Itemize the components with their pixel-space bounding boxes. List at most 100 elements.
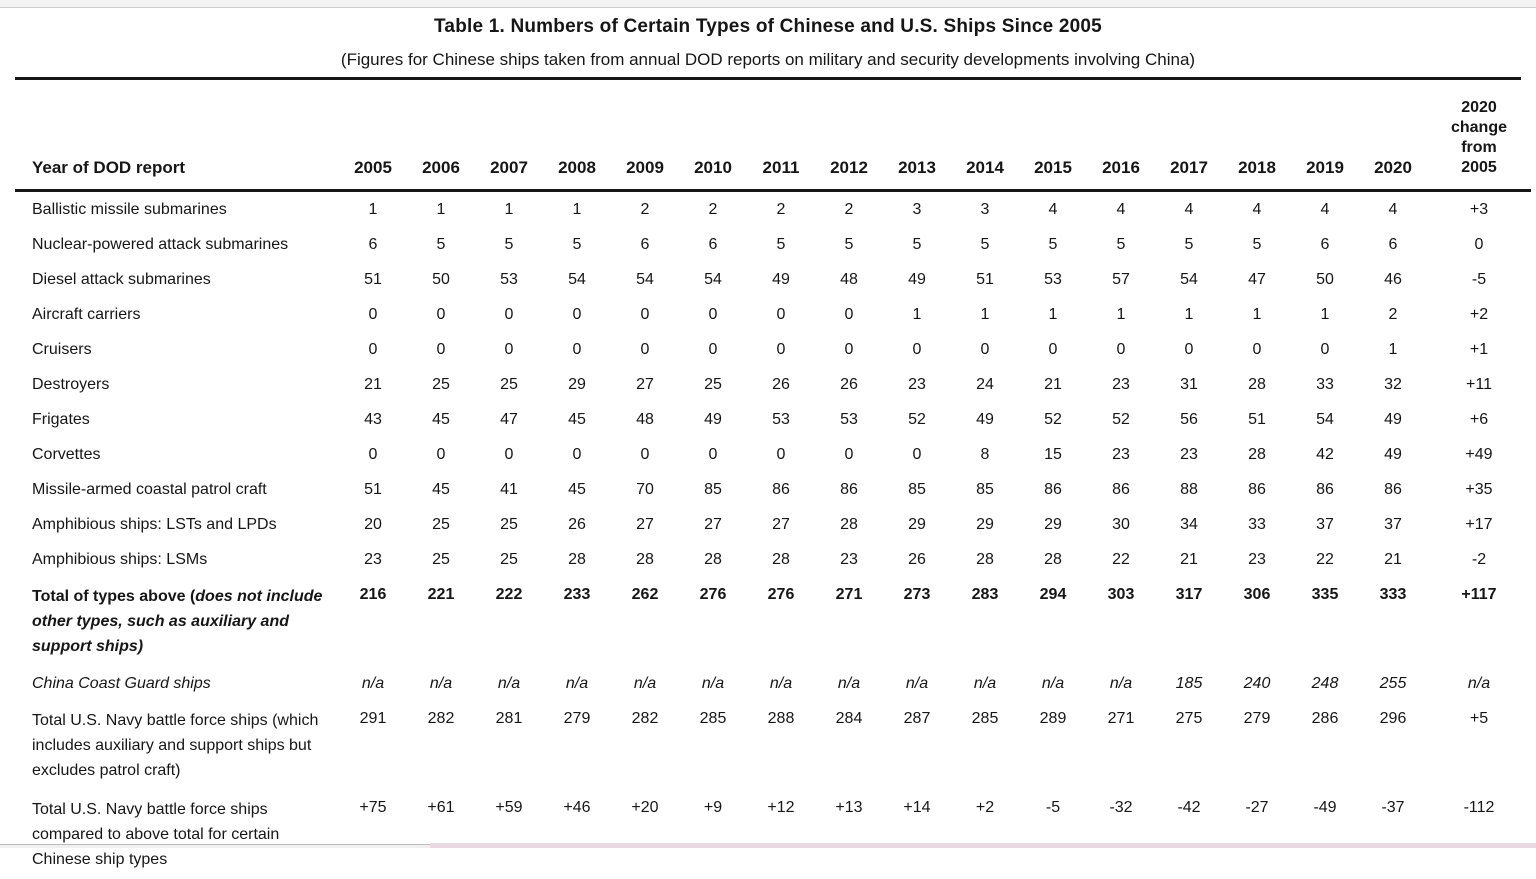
cell-value: 31 bbox=[1180, 375, 1198, 393]
cell-value: 279 bbox=[1243, 709, 1271, 727]
cell-value: 306 bbox=[1243, 585, 1271, 603]
column-header-year-2006: 2006 bbox=[422, 157, 460, 177]
cell-value: 49 bbox=[976, 410, 994, 428]
cell-value: 45 bbox=[568, 410, 586, 428]
table-row: Missile-armed coastal patrol craft 51 45 41… bbox=[15, 472, 1531, 507]
cell-value: 15 bbox=[1044, 445, 1062, 463]
cell-change: +49 bbox=[1465, 445, 1493, 463]
cell-value: 276 bbox=[767, 585, 795, 603]
cell-value: 86 bbox=[1044, 480, 1062, 498]
cell-value: 23 bbox=[1248, 550, 1266, 568]
cell-value: 28 bbox=[772, 550, 790, 568]
cell-value: 85 bbox=[908, 480, 926, 498]
cell-value: 51 bbox=[364, 270, 382, 288]
cell-value: 5 bbox=[912, 235, 922, 253]
cell-value: 0 bbox=[368, 340, 378, 358]
cell-value: 282 bbox=[631, 709, 659, 727]
cell-value: -32 bbox=[1109, 798, 1133, 816]
cell-value: 286 bbox=[1311, 709, 1339, 727]
cell-value: 28 bbox=[636, 550, 654, 568]
table-row: Total U.S. Navy battle force ships compa… bbox=[15, 790, 1531, 879]
cell-value: 51 bbox=[1248, 410, 1266, 428]
row-label: China Coast Guard ships bbox=[32, 674, 211, 692]
cell-value: 29 bbox=[908, 515, 926, 533]
column-header-change-text: 2020 change from 2005 bbox=[1450, 98, 1507, 176]
cell-value: n/a bbox=[565, 674, 589, 692]
cell-value: 289 bbox=[1039, 709, 1067, 727]
horizontal-scrollbar-track[interactable] bbox=[430, 843, 1536, 848]
cell-value: 50 bbox=[1316, 270, 1334, 288]
column-header-year-2019: 2019 bbox=[1306, 157, 1344, 177]
cell-value: 23 bbox=[1112, 375, 1130, 393]
row-label: Total of types above (does not include o… bbox=[15, 577, 339, 666]
cell-value: 49 bbox=[1384, 410, 1402, 428]
cell-value: 51 bbox=[976, 270, 994, 288]
column-header-year-2010: 2010 bbox=[694, 157, 732, 177]
cell-value: 5 bbox=[436, 235, 446, 253]
cell-value: 0 bbox=[1184, 340, 1194, 358]
cell-value: 5 bbox=[1252, 235, 1262, 253]
table-subtitle: (Figures for Chinese ships taken from an… bbox=[340, 50, 1196, 69]
cell-value: 4 bbox=[1388, 200, 1398, 218]
cell-value: 25 bbox=[432, 550, 450, 568]
column-header-year-2011: 2011 bbox=[762, 157, 800, 177]
cell-value: +14 bbox=[903, 798, 931, 816]
cell-value: 4 bbox=[1184, 200, 1194, 218]
cell-value: 0 bbox=[1116, 340, 1126, 358]
cell-value: 287 bbox=[903, 709, 931, 727]
cell-value: 271 bbox=[1107, 709, 1135, 727]
cell-value: -49 bbox=[1313, 798, 1337, 816]
horizontal-scrollbar[interactable] bbox=[0, 842, 1536, 848]
cell-value: 28 bbox=[1044, 550, 1062, 568]
cell-value: 29 bbox=[1044, 515, 1062, 533]
row-label-italic: does not include other types, such as au… bbox=[32, 587, 323, 655]
horizontal-scrollbar-thumb[interactable] bbox=[0, 844, 430, 848]
column-header-year-2016: 2016 bbox=[1102, 157, 1140, 177]
cell-value: 21 bbox=[364, 375, 382, 393]
cell-value: 29 bbox=[568, 375, 586, 393]
cell-value: 216 bbox=[359, 585, 387, 603]
cell-value: 2 bbox=[1388, 305, 1398, 323]
cell-value: 288 bbox=[767, 709, 795, 727]
row-label: Corvettes bbox=[32, 445, 101, 463]
cell-value: 45 bbox=[568, 480, 586, 498]
cell-value: 26 bbox=[772, 375, 790, 393]
cell-value: +59 bbox=[495, 798, 523, 816]
cell-value: 25 bbox=[432, 515, 450, 533]
cell-value: -5 bbox=[1045, 798, 1061, 816]
cell-value: 49 bbox=[908, 270, 926, 288]
cell-value: 41 bbox=[500, 480, 518, 498]
cell-value: 0 bbox=[572, 305, 582, 323]
cell-change: -5 bbox=[1471, 270, 1487, 288]
table-row: Ballistic missile submarines 1 1 1 1 2 2 2 2 3 3 4 4… bbox=[15, 190, 1531, 227]
document-page: Table 1. Numbers of Certain Types of Chi… bbox=[0, 9, 1536, 879]
row-label: Frigates bbox=[32, 410, 90, 428]
cell-value: 6 bbox=[708, 235, 718, 253]
cell-value: 0 bbox=[436, 305, 446, 323]
cell-value: 25 bbox=[432, 375, 450, 393]
cell-value: 1 bbox=[912, 305, 922, 323]
cell-value: 285 bbox=[699, 709, 727, 727]
column-header-year-2018: 2018 bbox=[1238, 157, 1276, 177]
cell-value: 33 bbox=[1248, 515, 1266, 533]
cell-value: 28 bbox=[1248, 375, 1266, 393]
cell-value: 54 bbox=[1180, 270, 1198, 288]
cell-value: 0 bbox=[912, 445, 922, 463]
cell-value: 1 bbox=[1048, 305, 1058, 323]
cell-value: 32 bbox=[1384, 375, 1402, 393]
cell-value: 28 bbox=[704, 550, 722, 568]
cell-value: 0 bbox=[504, 340, 514, 358]
cell-value: 255 bbox=[1379, 674, 1407, 692]
cell-value: 5 bbox=[1048, 235, 1058, 253]
cell-value: 27 bbox=[704, 515, 722, 533]
cell-value: +46 bbox=[563, 798, 591, 816]
table-row: Cruisers 0 0 0 0 0 0 0 0 0 0 0 0 0 0 0 1 +1 bbox=[15, 332, 1531, 367]
row-label: Nuclear-powered attack submarines bbox=[32, 235, 289, 253]
column-header-year-2009: 2009 bbox=[626, 157, 664, 177]
cell-change: +117 bbox=[1461, 585, 1497, 603]
cell-value: 27 bbox=[772, 515, 790, 533]
cell-value: 22 bbox=[1316, 550, 1334, 568]
cell-value: 48 bbox=[840, 270, 858, 288]
row-label: Diesel attack submarines bbox=[32, 270, 211, 288]
cell-value: n/a bbox=[701, 674, 725, 692]
